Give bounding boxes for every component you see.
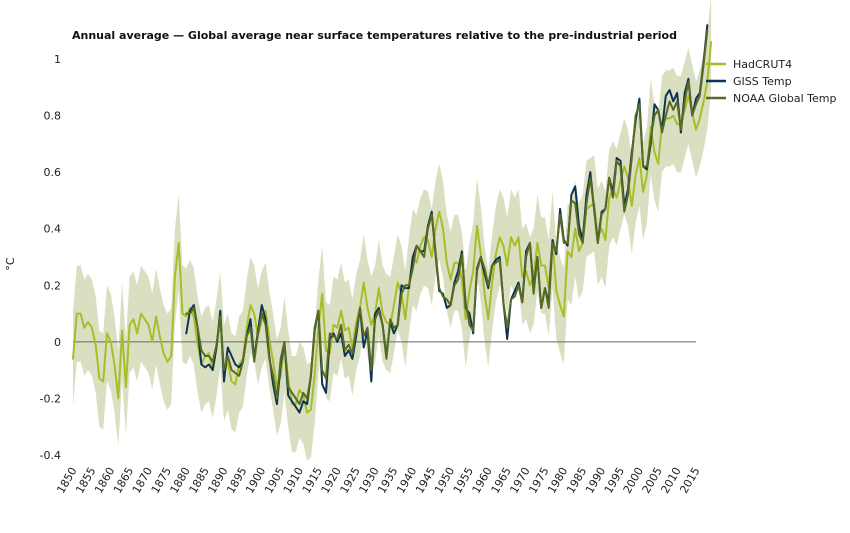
legend-label-hadcrut: HadCRUT4 <box>733 58 792 71</box>
y-tick-label: 1 <box>54 53 61 66</box>
series-line-giss <box>185 24 709 414</box>
y-tick-label: -0.2 <box>40 392 61 405</box>
y-tick-label: 0.2 <box>44 279 62 292</box>
y-tick-label: -0.4 <box>40 449 61 462</box>
x-axis-ticks: 1850185518601865187018751880188518901895… <box>54 465 702 496</box>
series-line-hadcrut <box>72 41 713 414</box>
x-tick-label: 2015 <box>677 465 702 496</box>
legend-label-noaa: NOAA Global Temp <box>733 92 836 105</box>
y-axis-ticks: -0.4 -0.2 0 0.2 0.4 0.6 0.8 1 <box>40 53 61 462</box>
y-tick-label: 0.6 <box>44 166 62 179</box>
series-line-noaa <box>185 29 709 406</box>
uncertainty-band <box>73 0 712 461</box>
y-tick-label: 0 <box>54 336 61 349</box>
legend-label-giss: GISS Temp <box>733 75 792 88</box>
y-axis-label: °C <box>4 257 17 271</box>
uncertainty-band-layer <box>73 0 712 461</box>
y-tick-label: 0.8 <box>44 110 62 123</box>
series-lines-layer <box>72 24 713 414</box>
chart-title: Annual average — Global average near sur… <box>72 29 677 42</box>
legend: HadCRUT4 GISS Temp NOAA Global Temp <box>706 58 836 105</box>
y-tick-label: 0.4 <box>44 223 62 236</box>
